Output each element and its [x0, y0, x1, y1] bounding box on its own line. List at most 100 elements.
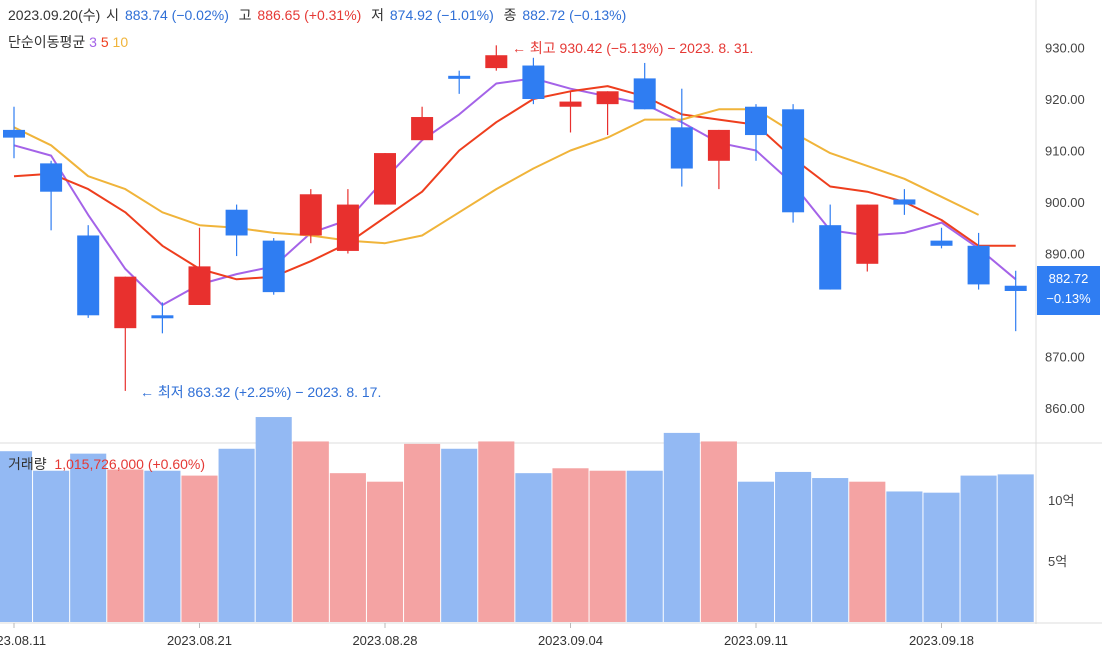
candle-body — [114, 276, 137, 329]
ma-legend-5: 5 — [100, 34, 109, 50]
candle-body — [856, 204, 879, 264]
x-tick-label: 2023.08.21 — [167, 633, 232, 648]
candle-body — [3, 129, 25, 138]
volume-bar — [366, 481, 404, 622]
volume-bar — [960, 475, 997, 622]
volume-legend: 거래량 1,015,726,000 (+0.60%) — [8, 454, 205, 474]
close-value: 882.72 (−0.13%) — [522, 7, 627, 23]
ma-line-3 — [13, 77, 1017, 306]
y-tick-label: 900.00 — [1045, 195, 1085, 210]
volume-bar — [441, 448, 478, 622]
candle-body — [448, 75, 471, 79]
volume-bar — [552, 468, 589, 622]
header-date: 2023.09.20(수) — [8, 7, 101, 23]
x-tick-label: 2023.09.18 — [909, 633, 974, 648]
volume-tick-label: 5억 — [1048, 554, 1067, 569]
candle-body — [782, 109, 805, 213]
y-tick-label: 930.00 — [1045, 41, 1085, 56]
volume-bar — [700, 441, 737, 622]
candle-body — [188, 266, 211, 305]
volume-bar — [478, 441, 515, 622]
high-value: 886.65 (+0.31%) — [257, 7, 362, 23]
candle-body — [1004, 285, 1027, 291]
volume-bar — [515, 473, 552, 622]
volume-bar — [329, 473, 366, 622]
candlesticks — [3, 45, 1027, 391]
candle-body — [225, 209, 248, 236]
high-annotation: ← 최고 930.42 (−5.13%) − 2023. 8. 31. — [512, 40, 754, 56]
ohlc-header: 2023.09.20(수) 시 883.74 (−0.02%) 고 886.65… — [8, 5, 628, 25]
current-price: 882.72 — [1048, 271, 1089, 286]
volume-axis-ticks: 10억 5억 — [1048, 493, 1074, 569]
volume-bar — [107, 469, 144, 622]
volume-bar — [255, 417, 292, 622]
volume-bar — [663, 432, 700, 622]
volume-bar — [737, 481, 775, 622]
x-axis-ticks: 2023.08.11 2023.08.21 2023.08.28 2023.09.04… — [0, 623, 974, 648]
candle-body — [967, 245, 990, 285]
volume-bar — [997, 474, 1034, 622]
ma-legend-label: 단순이동평균 — [8, 34, 86, 50]
candle-body — [374, 153, 396, 205]
open-value: 883.74 (−0.02%) — [124, 7, 229, 23]
ma-line-10 — [13, 108, 980, 245]
moving-average-lines — [13, 77, 1017, 306]
open-label: 시 — [106, 7, 120, 23]
y-tick-label: 860.00 — [1045, 401, 1085, 416]
candle-body — [299, 194, 322, 236]
volume-bar — [923, 492, 960, 622]
candle-body — [596, 91, 619, 105]
y-axis-ticks: 930.00 920.00 910.00 900.00 890.00 870.00 860.… — [1045, 41, 1085, 417]
ma-legend-10: 10 — [112, 34, 129, 50]
volume-legend-label: 거래량 — [8, 456, 47, 472]
candle-body — [336, 204, 359, 251]
volume-tick-label: 10억 — [1048, 493, 1074, 508]
ma-legend: 단순이동평균 3 5 10 — [8, 32, 128, 52]
volume-bar — [849, 481, 886, 622]
low-label: 저 — [371, 7, 384, 23]
volume-bar — [292, 441, 329, 622]
x-tick-label: 2023.09.04 — [538, 633, 603, 648]
candle-body — [77, 235, 100, 316]
candle-body — [745, 106, 767, 136]
candle-body — [819, 225, 842, 290]
y-tick-label: 870.00 — [1045, 350, 1085, 365]
volume-bar — [775, 471, 812, 622]
candle-body — [893, 199, 916, 205]
volume-bar — [886, 491, 923, 622]
x-tick-label: 2023.08.11 — [0, 633, 46, 648]
candle-body — [522, 65, 545, 99]
volume-bar — [404, 443, 441, 622]
candle-body — [707, 129, 730, 161]
volume-bar — [589, 470, 626, 622]
candle-body — [40, 163, 63, 192]
x-tick-label: 2023.08.28 — [352, 633, 417, 648]
volume-bar — [70, 453, 107, 622]
candle-body — [411, 117, 434, 141]
candle-body — [559, 101, 582, 107]
volume-legend-value: 1,015,726,000 (+0.60%) — [54, 456, 206, 472]
low-annotation: ← 최저 863.32 (+2.25%) − 2023. 8. 17. — [140, 384, 382, 400]
y-tick-label: 910.00 — [1045, 144, 1085, 159]
volume-bar — [144, 470, 181, 622]
x-tick-label: 2023.09.11 — [724, 633, 788, 648]
candle-body — [670, 127, 693, 169]
candle-body — [485, 55, 508, 69]
volume-bar — [0, 451, 33, 622]
volume-bar — [626, 470, 663, 622]
ma-line-5 — [13, 85, 1016, 281]
y-tick-label: 890.00 — [1045, 247, 1085, 262]
ma-legend-3: 3 — [89, 34, 97, 50]
high-label: 고 — [238, 7, 252, 23]
candle-body — [930, 240, 953, 246]
volume-bar — [812, 478, 849, 622]
candle-body — [151, 315, 174, 319]
volume-bar — [33, 470, 70, 622]
grid-lines — [0, 0, 1102, 624]
current-change: −0.13% — [1046, 291, 1091, 306]
close-label: 종 — [503, 7, 517, 23]
low-value: 874.92 (−1.01%) — [389, 7, 494, 23]
y-tick-label: 920.00 — [1045, 92, 1085, 107]
candle-body — [262, 240, 285, 293]
